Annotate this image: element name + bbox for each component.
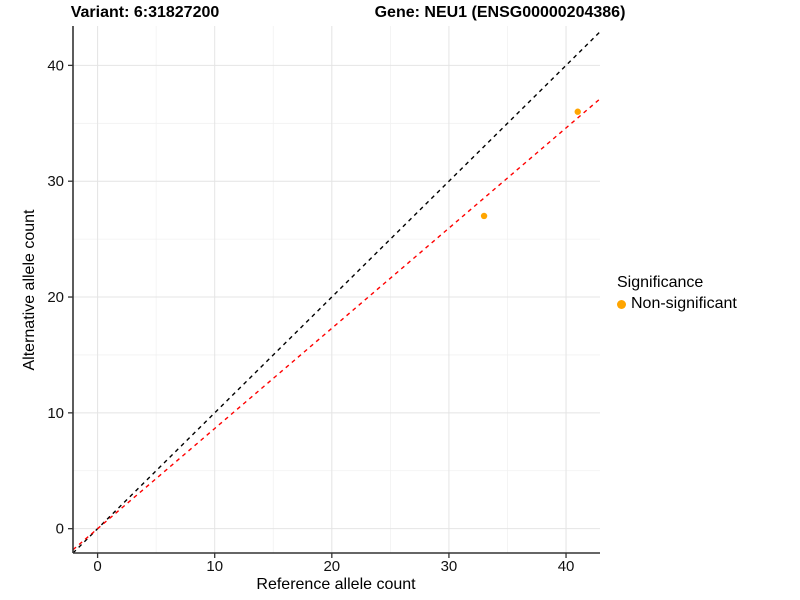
gene-title: Gene: NEU1 (ENSG00000204386)	[374, 4, 626, 21]
legend-item-non-significant: Non-significant	[617, 295, 737, 313]
x-tick-label: 30	[441, 558, 458, 575]
legend-dot-icon	[617, 299, 626, 309]
data-point	[574, 108, 581, 115]
y-axis-title: Alternative allele count	[21, 209, 38, 371]
x-tick-label: 0	[93, 558, 101, 575]
y-tick-label: 10	[47, 405, 64, 422]
y-tick-label: 40	[47, 57, 64, 74]
y-tick-label: 30	[47, 173, 64, 190]
identity-line	[73, 31, 600, 553]
variant-title: Variant: 6:31827200	[70, 4, 220, 21]
x-tick-label: 40	[558, 558, 575, 575]
allelic-ratio-line	[73, 98, 600, 551]
legend: Significance Non-significant	[617, 274, 737, 313]
legend-title: Significance	[617, 274, 704, 291]
x-tick-label: 20	[323, 558, 340, 575]
data-point	[480, 212, 488, 220]
y-tick-label: 20	[47, 289, 64, 306]
y-tick-label: 0	[56, 521, 64, 538]
x-tick-label: 10	[206, 558, 223, 575]
legend-item-label: Non-significant	[631, 295, 737, 312]
x-axis-title: Reference allele count	[256, 576, 416, 593]
